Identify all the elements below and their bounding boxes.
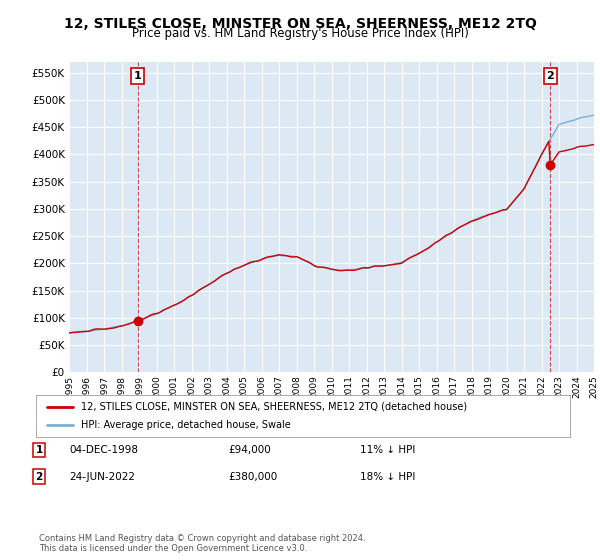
Text: 2: 2 xyxy=(547,71,554,81)
Text: 24-JUN-2022: 24-JUN-2022 xyxy=(69,472,135,482)
Text: Contains HM Land Registry data © Crown copyright and database right 2024.
This d: Contains HM Land Registry data © Crown c… xyxy=(39,534,365,553)
Text: 1: 1 xyxy=(134,71,142,81)
Text: 12, STILES CLOSE, MINSTER ON SEA, SHEERNESS, ME12 2TQ (detached house): 12, STILES CLOSE, MINSTER ON SEA, SHEERN… xyxy=(82,402,467,412)
Text: £380,000: £380,000 xyxy=(228,472,277,482)
Text: HPI: Average price, detached house, Swale: HPI: Average price, detached house, Swal… xyxy=(82,420,291,430)
Text: Price paid vs. HM Land Registry's House Price Index (HPI): Price paid vs. HM Land Registry's House … xyxy=(131,27,469,40)
Text: 2: 2 xyxy=(35,472,43,482)
Text: 04-DEC-1998: 04-DEC-1998 xyxy=(69,445,138,455)
Text: 11% ↓ HPI: 11% ↓ HPI xyxy=(360,445,415,455)
Text: £94,000: £94,000 xyxy=(228,445,271,455)
Text: 18% ↓ HPI: 18% ↓ HPI xyxy=(360,472,415,482)
Text: 12, STILES CLOSE, MINSTER ON SEA, SHEERNESS, ME12 2TQ: 12, STILES CLOSE, MINSTER ON SEA, SHEERN… xyxy=(64,17,536,31)
Text: 1: 1 xyxy=(35,445,43,455)
